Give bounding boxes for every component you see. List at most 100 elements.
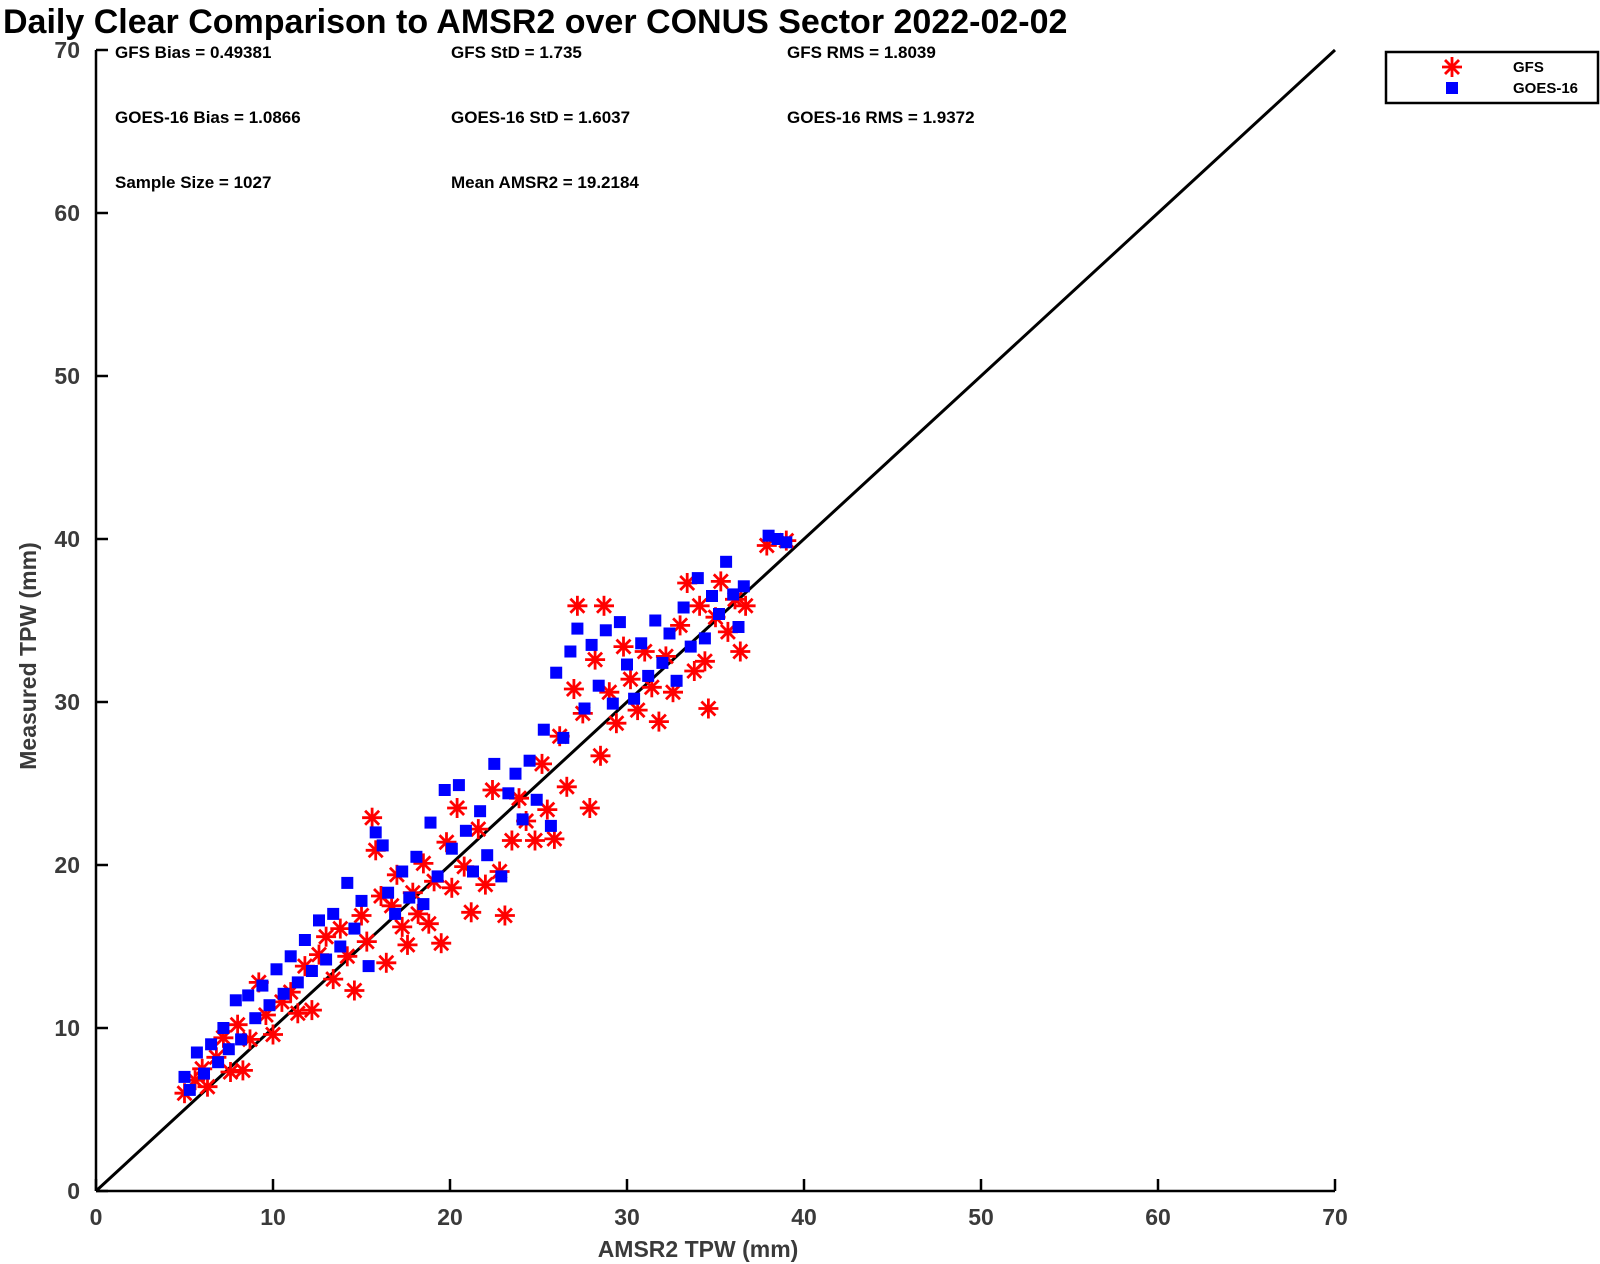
stat-sample-size: Sample Size = 1027 bbox=[115, 173, 271, 192]
x-tick-label: 50 bbox=[968, 1204, 994, 1230]
goes-16-point bbox=[424, 816, 437, 829]
gfs-point bbox=[494, 905, 515, 926]
gfs-point bbox=[482, 780, 503, 800]
goes-16-point bbox=[495, 870, 508, 883]
y-tick-label: 10 bbox=[54, 1015, 80, 1041]
goes-16-point bbox=[459, 824, 472, 837]
gfs-point bbox=[663, 682, 683, 703]
goes-16-point bbox=[438, 784, 451, 796]
goes-16-point bbox=[369, 826, 382, 839]
goes-16-point bbox=[190, 1046, 203, 1059]
goes-16-point bbox=[780, 536, 793, 549]
gfs-point bbox=[301, 1000, 322, 1021]
goes-16-point bbox=[467, 865, 479, 878]
stat-mean-amsr2: Mean AMSR2 = 19.2184 bbox=[451, 173, 639, 192]
goes-16-point bbox=[242, 989, 255, 1002]
y-tick-label: 20 bbox=[54, 852, 80, 878]
goes-16-point bbox=[355, 894, 368, 907]
gfs-point bbox=[655, 646, 676, 667]
x-tick-label: 0 bbox=[90, 1204, 103, 1230]
x-axis-label: AMSR2 TPW (mm) bbox=[598, 1236, 799, 1262]
gfs-point bbox=[613, 636, 634, 657]
goes-16-point bbox=[284, 950, 297, 963]
goes-16-point bbox=[502, 787, 515, 800]
goes-16-point bbox=[578, 702, 591, 715]
goes-16-point bbox=[334, 940, 347, 953]
goes-16-point bbox=[249, 1012, 262, 1025]
legend-box bbox=[1384, 50, 1600, 105]
gfs-point bbox=[579, 798, 600, 818]
x-tick-label: 10 bbox=[260, 1204, 286, 1230]
y-tick-label: 70 bbox=[54, 37, 80, 63]
goes-16-point bbox=[263, 999, 276, 1012]
goes-16-point bbox=[222, 1043, 235, 1056]
goes-16-point bbox=[348, 922, 361, 935]
goes-16-point bbox=[720, 555, 733, 568]
goes-16-point bbox=[564, 645, 577, 658]
gfs-point bbox=[441, 877, 462, 898]
y-tick-label: 60 bbox=[54, 200, 80, 226]
goes-16-point bbox=[571, 622, 584, 635]
gfs-point bbox=[594, 595, 614, 616]
goes-16-point bbox=[341, 876, 354, 889]
goes-16-point bbox=[642, 669, 655, 682]
legend-gfs-marker bbox=[1442, 57, 1462, 77]
goes-16-point bbox=[544, 819, 557, 832]
legend: GFS GOES-16 bbox=[1384, 50, 1600, 105]
gfs-point bbox=[606, 713, 627, 734]
goes-16-point bbox=[585, 638, 598, 651]
goes-16-point bbox=[706, 590, 718, 602]
goes-16-point bbox=[452, 779, 465, 792]
gfs-point bbox=[376, 952, 397, 973]
y-tick-label: 50 bbox=[54, 363, 80, 389]
gfs-point bbox=[447, 798, 468, 818]
legend-goes-marker bbox=[1446, 82, 1458, 94]
y-tick-label: 0 bbox=[67, 1178, 80, 1204]
goes-16-point bbox=[205, 1038, 218, 1051]
gfs-point bbox=[694, 651, 715, 672]
gfs-point bbox=[475, 874, 496, 895]
goes-16-point bbox=[530, 793, 543, 806]
goes-16-point bbox=[327, 907, 340, 920]
chart-title: Daily Clear Comparison to AMSR2 over CON… bbox=[3, 3, 1067, 41]
goes-16-point bbox=[691, 572, 704, 585]
goes-16-point bbox=[474, 805, 487, 818]
gfs-point bbox=[418, 913, 439, 934]
goes-16-point bbox=[621, 658, 633, 671]
gfs-point bbox=[397, 934, 418, 955]
gfs-point bbox=[232, 1060, 253, 1081]
goes-16-point bbox=[417, 898, 430, 911]
goes-16-point bbox=[305, 965, 318, 977]
x-tick-label: 60 bbox=[1145, 1204, 1171, 1230]
goes-16-point bbox=[270, 963, 283, 976]
goes-16-point bbox=[382, 886, 395, 899]
x-ticks: 0 10 20 30 40 50 60 70 bbox=[90, 1179, 1348, 1230]
goes-16-point bbox=[217, 1022, 230, 1034]
gfs-point bbox=[698, 698, 719, 719]
y-tick-label: 30 bbox=[54, 689, 80, 715]
goes-16-point bbox=[670, 674, 683, 687]
gfs-point bbox=[501, 830, 522, 851]
goes-16-point bbox=[229, 994, 242, 1007]
goes-16-point bbox=[376, 839, 389, 852]
stat-gfs-bias: GFS Bias = 0.49381 bbox=[115, 43, 271, 62]
gfs-point bbox=[392, 916, 413, 937]
goes-16-point bbox=[431, 870, 444, 883]
goes-16-point bbox=[537, 723, 550, 736]
legend-gfs-label: GFS bbox=[1513, 59, 1544, 76]
gfs-point bbox=[556, 776, 577, 797]
x-tick-label: 70 bbox=[1322, 1204, 1348, 1230]
goes-16-point bbox=[713, 608, 725, 620]
goes-16-point bbox=[649, 614, 662, 627]
x-tick-label: 30 bbox=[614, 1204, 640, 1230]
goes-16-point bbox=[298, 934, 311, 946]
goes-16-point bbox=[291, 976, 304, 989]
goes-16-point bbox=[183, 1083, 196, 1096]
goes-16-point bbox=[656, 656, 669, 669]
goes-16-point bbox=[362, 960, 375, 973]
goes-16-point bbox=[663, 627, 676, 640]
gfs-point bbox=[710, 571, 731, 592]
gfs-point bbox=[197, 1076, 218, 1097]
goes-16-point bbox=[389, 907, 402, 920]
goes-16-point bbox=[599, 624, 612, 637]
